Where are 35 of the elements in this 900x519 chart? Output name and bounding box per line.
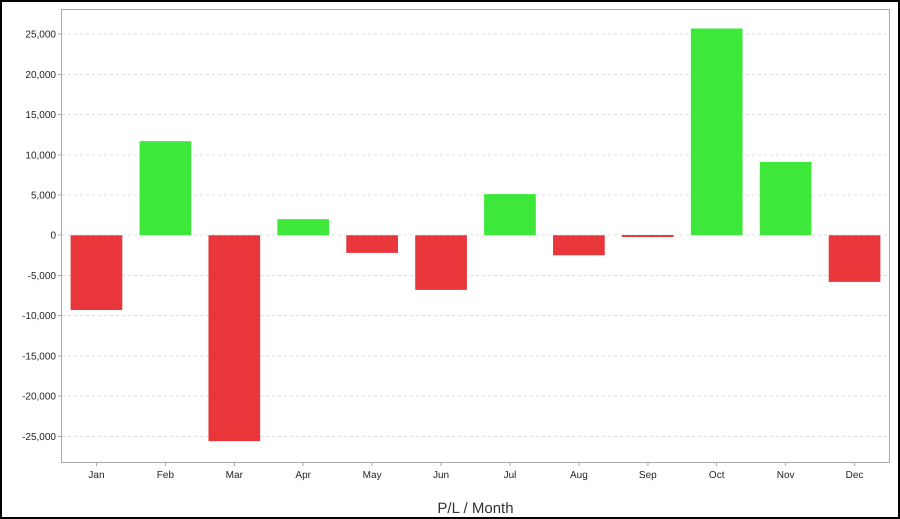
bar [484, 194, 536, 236]
bar [690, 28, 743, 236]
x-axis-title: P/L / Month [437, 500, 514, 517]
x-tick-label: Sep [638, 470, 658, 481]
x-tick-label: Jan [88, 470, 105, 481]
y-tick-label: 0 [50, 230, 56, 242]
x-tick-label: Oct [708, 470, 725, 481]
y-tick-label: -5,000 [28, 270, 56, 282]
y-tick-label: 10,000 [25, 150, 56, 162]
x-tick-label: Apr [295, 470, 312, 481]
x-tick-label: Mar [226, 470, 244, 481]
x-tick-label: Feb [156, 470, 174, 481]
x-tick-label: Aug [570, 470, 588, 481]
bar [553, 235, 605, 256]
bar [415, 235, 467, 290]
x-tick-label: Jun [432, 470, 450, 481]
x-tick-label: Nov [776, 470, 795, 481]
y-tick-label: -25,000 [22, 432, 56, 443]
bar [208, 235, 260, 442]
y-tick-label: -15,000 [22, 351, 56, 362]
bar [346, 235, 398, 253]
y-tick-label: 25,000 [25, 30, 56, 41]
y-tick-label: -10,000 [22, 311, 56, 322]
y-tick-label: -20,000 [22, 392, 56, 403]
bar [277, 219, 330, 236]
x-tick-label: Dec [846, 470, 864, 481]
bar [140, 141, 192, 236]
x-tick-label: May [362, 470, 382, 481]
y-tick-label: 15,000 [25, 110, 56, 122]
x-tick-label: Jul [504, 470, 516, 481]
y-tick-label: 5,000 [30, 190, 56, 202]
bar [70, 235, 122, 310]
bar [828, 235, 880, 282]
y-tick-label: 20,000 [25, 70, 56, 81]
bar [760, 162, 812, 236]
